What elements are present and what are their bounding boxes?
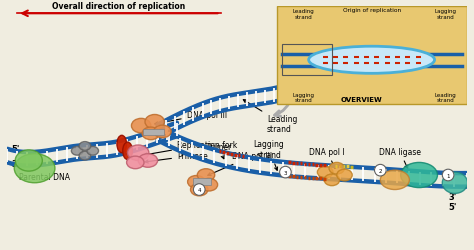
- Text: Overall direction of replication: Overall direction of replication: [52, 2, 185, 11]
- Ellipse shape: [197, 169, 215, 181]
- Ellipse shape: [145, 115, 164, 130]
- Text: Lagging
strand: Lagging strand: [254, 140, 284, 170]
- Text: 3': 3': [449, 192, 457, 201]
- Ellipse shape: [15, 150, 42, 172]
- Text: OVERVIEW: OVERVIEW: [341, 97, 383, 103]
- Ellipse shape: [318, 167, 333, 178]
- Bar: [143, 129, 164, 136]
- Text: 3: 3: [283, 170, 287, 175]
- Text: Primase: Primase: [145, 152, 208, 163]
- Ellipse shape: [131, 119, 151, 133]
- Text: Origin of replication: Origin of replication: [343, 8, 401, 12]
- Circle shape: [193, 184, 205, 196]
- Text: DNA pol III: DNA pol III: [155, 110, 227, 125]
- Text: Replication fork: Replication fork: [144, 140, 237, 156]
- Text: Leading
strand: Leading strand: [243, 100, 297, 134]
- Bar: [282, 45, 332, 76]
- Text: 5': 5': [11, 145, 20, 154]
- Text: Lagging
strand: Lagging strand: [434, 10, 456, 20]
- Ellipse shape: [117, 136, 127, 153]
- Text: Leading
strand: Leading strand: [293, 10, 315, 20]
- Ellipse shape: [79, 142, 91, 151]
- Ellipse shape: [127, 156, 144, 169]
- Bar: [193, 178, 211, 185]
- Text: 3': 3': [11, 159, 19, 168]
- Text: Parental DNA: Parental DNA: [19, 172, 70, 182]
- Ellipse shape: [191, 184, 208, 196]
- Text: Lagging
strand: Lagging strand: [293, 92, 315, 103]
- Ellipse shape: [401, 163, 438, 188]
- Ellipse shape: [72, 147, 83, 156]
- Text: DNA ligase: DNA ligase: [379, 147, 421, 169]
- Text: Leading
strand: Leading strand: [434, 92, 456, 103]
- Circle shape: [280, 167, 291, 178]
- Text: 2: 2: [379, 168, 382, 173]
- Ellipse shape: [123, 142, 132, 160]
- Text: 4: 4: [198, 187, 201, 192]
- Ellipse shape: [200, 179, 218, 191]
- Ellipse shape: [14, 154, 55, 183]
- Ellipse shape: [442, 172, 467, 194]
- Ellipse shape: [138, 154, 157, 168]
- Ellipse shape: [309, 47, 435, 74]
- Circle shape: [374, 165, 386, 176]
- Text: 1: 1: [447, 173, 450, 178]
- Ellipse shape: [79, 152, 91, 160]
- Ellipse shape: [324, 174, 340, 186]
- Bar: [277, 6, 466, 105]
- Text: 5': 5': [449, 203, 457, 211]
- Ellipse shape: [142, 128, 160, 140]
- Ellipse shape: [337, 170, 352, 181]
- Ellipse shape: [87, 147, 99, 156]
- Text: DNA pol III: DNA pol III: [208, 152, 272, 176]
- Ellipse shape: [128, 146, 149, 161]
- Ellipse shape: [154, 126, 171, 138]
- Ellipse shape: [188, 176, 205, 188]
- Ellipse shape: [380, 170, 410, 190]
- Text: DNA pol I: DNA pol I: [309, 147, 345, 169]
- Circle shape: [442, 170, 454, 181]
- Text: Primer: Primer: [206, 142, 231, 159]
- Ellipse shape: [329, 163, 345, 174]
